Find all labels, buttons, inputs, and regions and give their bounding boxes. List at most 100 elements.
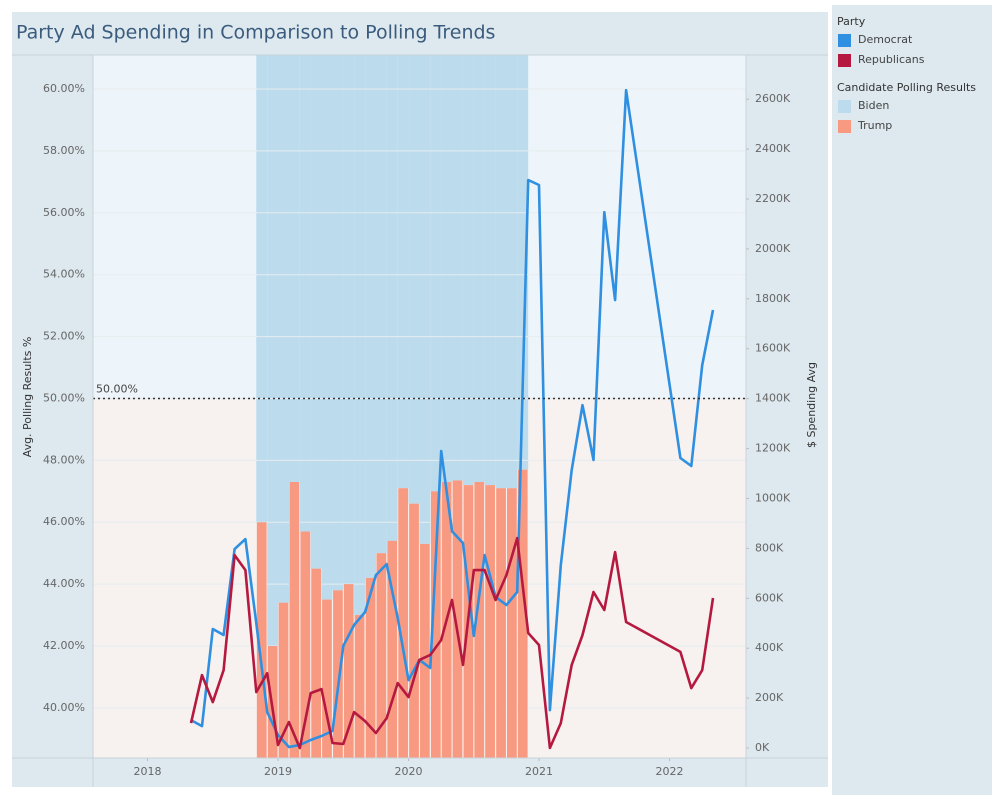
bar: [322, 599, 332, 758]
bar: [387, 540, 398, 758]
bar: [376, 553, 387, 758]
y-tick-label: 46.00%: [43, 515, 85, 528]
bar: [419, 543, 430, 758]
bar: [441, 55, 453, 482]
bar: [495, 55, 507, 489]
reference-label: 50.00%: [96, 382, 138, 395]
x-tick-label: 2021: [525, 765, 553, 778]
bar: [397, 55, 409, 489]
legend-swatch: [838, 100, 851, 113]
bar: [256, 522, 267, 758]
bar: [300, 531, 311, 758]
bar: [430, 491, 441, 758]
bar: [409, 503, 419, 758]
y2-tick-label: 200K: [755, 691, 784, 704]
y2-tick-label: 1000K: [755, 491, 791, 504]
bar: [386, 55, 398, 541]
bar: [343, 584, 354, 758]
legend-panel: [832, 5, 992, 795]
bar: [288, 55, 300, 482]
bar: [506, 55, 518, 489]
bar: [452, 480, 463, 758]
bar: [278, 55, 290, 603]
legend-title: Candidate Polling Results: [837, 81, 976, 94]
bar: [311, 568, 322, 758]
y-axis-label: Avg. Polling Results %: [21, 337, 34, 458]
y2-tick-label: 2200K: [755, 192, 791, 205]
y2-tick-label: 2000K: [755, 242, 791, 255]
y-tick-label: 42.00%: [43, 639, 85, 652]
y2-tick-label: 1800K: [755, 292, 791, 305]
bar: [473, 55, 485, 482]
y-tick-label: 58.00%: [43, 144, 85, 157]
bar: [332, 55, 344, 591]
legend-swatch: [838, 34, 851, 47]
y-tick-label: 52.00%: [43, 330, 85, 343]
line: [190, 88, 715, 749]
legend-swatch: [838, 54, 851, 67]
bar: [343, 55, 355, 585]
legend-title: Party: [837, 15, 866, 28]
legend-label: Biden: [858, 99, 889, 112]
bar: [408, 55, 420, 504]
bar: [485, 485, 495, 758]
legend: Party Democrat Republicans Candidate Pollin…: [837, 15, 976, 133]
bar: [289, 481, 300, 758]
y-tick-label: 48.00%: [43, 453, 85, 466]
x-tick-label: 2022: [656, 765, 684, 778]
y-tick-label: 50.00%: [43, 391, 85, 404]
y2-tick-label: 0K: [755, 741, 770, 754]
bar: [321, 55, 333, 600]
bar: [299, 55, 311, 532]
y2-tick-label: 800K: [755, 541, 784, 554]
y2-tick-label: 400K: [755, 641, 784, 654]
clip-group: [93, 55, 746, 758]
y2-tick-label: 1600K: [755, 342, 791, 355]
bar: [517, 55, 529, 470]
y2-axis-label: $ Spending Avg: [805, 362, 818, 448]
y2-tick-label: 1400K: [755, 392, 791, 405]
plot-area: 40.00% 42.00% 44.00% 46.00% 48.00% 50.00% 52.0…: [12, 54, 828, 787]
y2-tick-label: 1200K: [755, 442, 791, 455]
line: [189, 536, 715, 750]
bar: [375, 55, 387, 554]
bar: [474, 481, 485, 758]
chart-title: Party Ad Spending in Comparison to Polli…: [16, 22, 495, 44]
x-tick-label: 2018: [134, 765, 162, 778]
y2-tick-label: 2600K: [755, 92, 791, 105]
bar: [430, 55, 442, 492]
y-tick-label: 56.00%: [43, 206, 85, 219]
bar: [333, 590, 343, 758]
bar: [398, 488, 409, 758]
y-tick-label: 54.00%: [43, 268, 85, 281]
bar: [441, 481, 452, 758]
legend-label: Democrat: [858, 33, 913, 46]
bar: [267, 55, 279, 646]
y2-tick-label: 600K: [755, 591, 784, 604]
bar: [354, 615, 365, 758]
y-tick-label: 40.00%: [43, 701, 85, 714]
legend-label: Trump: [857, 119, 892, 132]
bar: [278, 602, 289, 758]
bar: [507, 488, 517, 758]
bar: [365, 577, 376, 758]
bar: [256, 55, 268, 523]
bar: [451, 55, 463, 481]
y2-tick-label: 2400K: [755, 142, 791, 155]
y-tick-label: 44.00%: [43, 577, 85, 590]
x-tick-label: 2020: [395, 765, 423, 778]
legend-label: Republicans: [858, 53, 925, 66]
bar: [310, 55, 322, 569]
legend-swatch: [838, 120, 851, 133]
x-tick-label: 2019: [264, 765, 292, 778]
bar: [462, 55, 474, 486]
y-tick-label: 60.00%: [43, 82, 85, 95]
bar: [484, 55, 496, 486]
bar: [354, 55, 366, 616]
bar: [419, 55, 431, 544]
bar: [365, 55, 377, 578]
bar: [496, 488, 506, 758]
bar: [517, 469, 528, 758]
